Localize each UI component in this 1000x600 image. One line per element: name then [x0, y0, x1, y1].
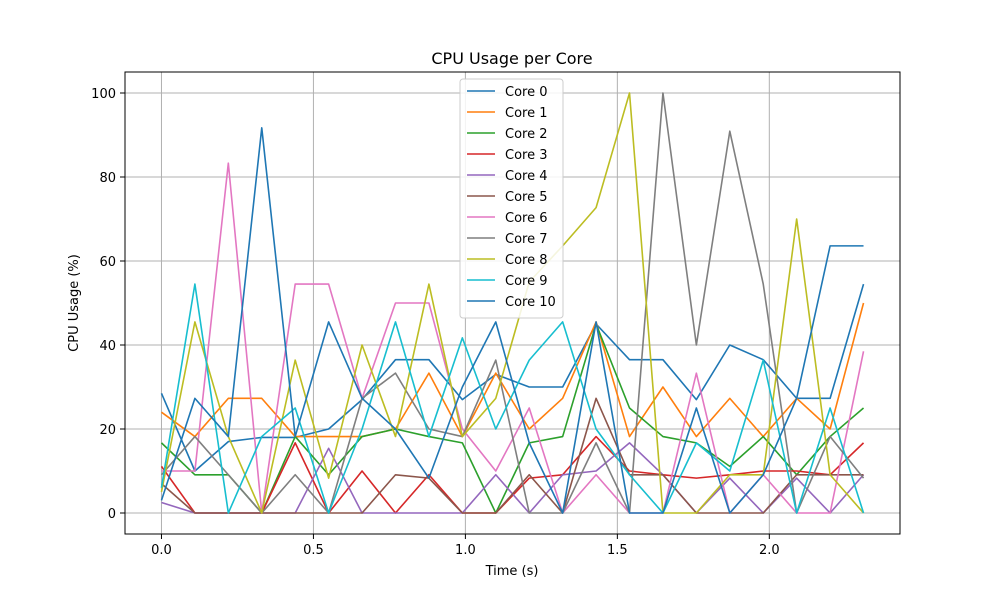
y-tick-label: 20	[99, 423, 116, 438]
x-tick-label: 1.0	[455, 543, 476, 558]
series-line-core-5	[160, 397, 864, 514]
legend-entry: Core 3	[505, 148, 548, 163]
y-tick-label: 0	[108, 507, 116, 522]
series-line-core-2	[160, 323, 865, 514]
legend-entry: Core 8	[505, 253, 548, 268]
ticks: 0.0 0.5 1.0 1.5 2.0 0 20 40 60 80 100	[91, 87, 779, 558]
chart-title: CPU Usage per Core	[431, 49, 592, 68]
series-line-core-1	[160, 302, 865, 438]
legend-entry: Core 9	[505, 274, 548, 289]
legend-entry: Core 2	[505, 127, 548, 142]
plot-frame	[124, 71, 901, 535]
legend-entry: Core 1	[505, 106, 548, 121]
series-line-core-7	[160, 92, 865, 514]
x-tick-label: 1.5	[607, 543, 628, 558]
y-tick-label: 80	[99, 171, 116, 186]
series-line-core-8	[160, 92, 865, 514]
legend: Core 0 Core 1 Core 2 Core 3 Core 4 Core 5 Core…	[459, 78, 564, 319]
y-tick-label: 40	[99, 339, 116, 354]
y-axis-label: CPU Usage (%)	[67, 254, 82, 352]
series-lines	[160, 92, 865, 514]
series-line-core-3	[160, 435, 865, 514]
y-tick-label: 100	[91, 87, 116, 102]
x-tick-label: 2.0	[759, 543, 780, 558]
legend-entry: Core 10	[505, 295, 556, 310]
x-axis-label: Time (s)	[485, 564, 539, 579]
x-tick-label: 0.0	[151, 543, 172, 558]
legend-entry: Core 4	[505, 169, 548, 184]
y-tick-label: 60	[99, 255, 116, 270]
legend-entry: Core 5	[505, 190, 548, 205]
series-line-core-9	[160, 283, 865, 514]
series-line-core-10	[160, 127, 864, 514]
legend-entry: Core 0	[505, 85, 548, 100]
legend-entry: Core 7	[505, 232, 548, 247]
legend-entry: Core 6	[505, 211, 548, 226]
x-tick-label: 0.5	[303, 543, 324, 558]
